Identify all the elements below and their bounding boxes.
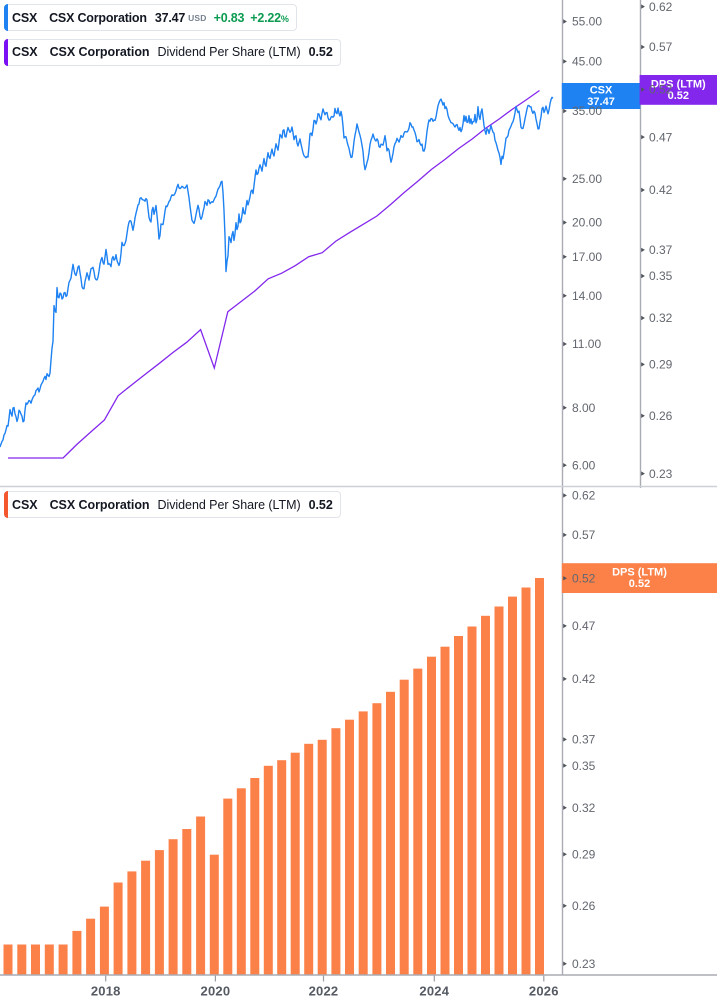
svg-text:0.52: 0.52 [572,572,596,586]
svg-text:0.23: 0.23 [649,467,673,481]
svg-text:DPS (LTM): DPS (LTM) [612,567,667,579]
svg-text:17.00: 17.00 [572,250,602,264]
svg-text:DPS (LTM): DPS (LTM) [651,79,706,91]
svg-text:0.52: 0.52 [629,578,650,590]
svg-text:0.23: 0.23 [572,957,596,971]
svg-text:55.00: 55.00 [572,15,602,29]
svg-text:0.52: 0.52 [649,83,673,97]
svg-text:0.32: 0.32 [572,801,596,815]
svg-text:0.57: 0.57 [649,40,673,54]
svg-text:11.00: 11.00 [572,337,601,351]
svg-text:6.00: 6.00 [572,458,596,472]
svg-text:0.62: 0.62 [572,489,596,503]
svg-text:0.26: 0.26 [572,899,596,913]
svg-text:35.00: 35.00 [572,104,602,118]
svg-text:0.52: 0.52 [668,90,689,102]
svg-text:2024: 2024 [419,984,449,999]
svg-text:25.00: 25.00 [572,172,602,186]
svg-text:0.26: 0.26 [649,409,673,423]
svg-text:20.00: 20.00 [572,216,602,230]
svg-text:2020: 2020 [201,984,231,999]
svg-text:0.32: 0.32 [649,311,673,325]
svg-text:0.42: 0.42 [572,672,596,686]
svg-text:0.47: 0.47 [572,619,596,633]
svg-text:45.00: 45.00 [572,55,602,69]
svg-text:0.37: 0.37 [572,733,596,747]
svg-text:2022: 2022 [309,984,339,999]
svg-text:0.37: 0.37 [649,243,673,257]
svg-text:0.62: 0.62 [649,0,673,14]
svg-text:0.29: 0.29 [649,358,673,372]
svg-text:CSX: CSX [590,85,613,97]
svg-text:37.47: 37.47 [587,96,615,108]
svg-text:0.47: 0.47 [649,130,673,144]
svg-text:2018: 2018 [91,984,121,999]
svg-text:2026: 2026 [529,984,559,999]
svg-text:14.00: 14.00 [572,289,602,303]
svg-text:0.29: 0.29 [572,848,596,862]
svg-text:0.35: 0.35 [572,759,596,773]
svg-text:8.00: 8.00 [572,401,596,415]
svg-text:0.35: 0.35 [649,269,673,283]
svg-text:0.57: 0.57 [572,528,596,542]
svg-text:0.42: 0.42 [649,183,673,197]
